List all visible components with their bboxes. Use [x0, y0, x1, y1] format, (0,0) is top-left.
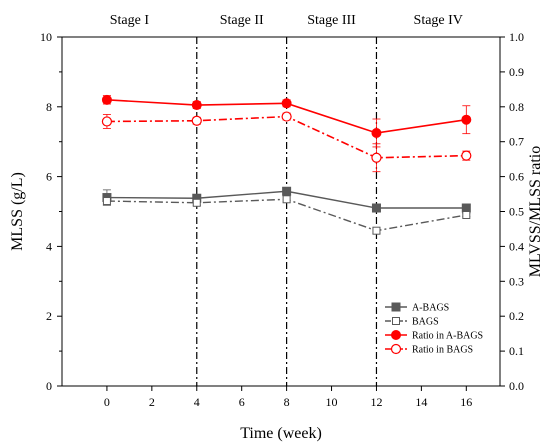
y2-tick-label: 0.4 [509, 239, 524, 253]
data-point [371, 127, 382, 138]
stage-label-4: Stage IV [414, 13, 463, 28]
x-tick-label: 16 [460, 395, 472, 409]
legend-label: Ratio in A-BAGS [412, 331, 483, 342]
stage-label-2: Stage II [220, 13, 264, 28]
x-tick-label: 4 [194, 395, 200, 409]
y2-tick-label: 0.7 [509, 135, 524, 149]
y2-tick-label: 0.6 [509, 170, 524, 184]
x-tick-label: 6 [239, 395, 245, 409]
series-layer [101, 94, 472, 235]
data-point [281, 111, 292, 122]
stage-label-3: Stage III [307, 13, 356, 28]
data-point [191, 100, 202, 111]
data-point [462, 210, 471, 219]
series-3 [101, 111, 472, 173]
axes-layer: 0 2 4 6 8 10 12 14 16 0 2 4 6 8 10 0.0 0.1 0.2 0.3 0.4 0.5 0.… [40, 30, 524, 409]
data-point [461, 114, 472, 125]
x-tick-label: 10 [326, 395, 338, 409]
legend-marker [391, 302, 401, 312]
stage-labels: Stage I Stage II Stage III Stage IV [110, 13, 463, 28]
x-tick-label: 0 [104, 395, 110, 409]
y2-tick-label: 0.8 [509, 100, 524, 114]
y2-tick-label: 0.0 [509, 379, 524, 393]
data-point [191, 115, 202, 126]
data-point [461, 150, 472, 161]
legend-label: Ratio in BAGS [412, 345, 473, 356]
y2-tick-label: 1.0 [509, 30, 524, 44]
legend-marker [391, 330, 401, 340]
series-2 [101, 94, 472, 148]
x-tick-label: 12 [370, 395, 382, 409]
y2-tick-label: 0.1 [509, 344, 524, 358]
y-tick-label: 10 [40, 30, 52, 44]
data-point [192, 198, 201, 207]
data-point [101, 94, 112, 105]
y2-tick-label: 0.2 [509, 309, 524, 323]
x-tick-label: 2 [149, 395, 155, 409]
y-tick-label: 0 [46, 379, 52, 393]
x-tick-label: 14 [415, 395, 427, 409]
y2-tick-label: 0.5 [509, 205, 524, 219]
y-axis-label: MLSS (g/L) [9, 172, 26, 251]
data-point [282, 195, 291, 204]
series-1 [102, 195, 471, 235]
y-tick-label: 2 [46, 309, 52, 323]
y-tick-label: 8 [46, 100, 52, 114]
x-axis-label: Time (week) [240, 425, 322, 442]
legend-marker [392, 317, 400, 325]
stage-boundary-lines [196, 37, 378, 386]
x-tick-label: 8 [284, 395, 290, 409]
y2-tick-label: 0.9 [509, 65, 524, 79]
data-point [101, 116, 113, 127]
data-point [282, 186, 292, 196]
y2-tick-label: 0.3 [509, 274, 524, 288]
legend: A-BAGS BAGS Ratio in A-BAGS Ratio in BAGS [385, 302, 483, 356]
legend-label: BAGS [412, 317, 439, 328]
data-point [371, 203, 381, 213]
data-point [461, 203, 471, 213]
stage-label-1: Stage I [110, 13, 150, 28]
data-point [102, 197, 111, 206]
legend-label: A-BAGS [412, 303, 449, 314]
y-tick-label: 4 [46, 239, 52, 253]
y-tick-label: 6 [46, 170, 52, 184]
data-point [281, 98, 292, 109]
y2-axis-label: MLVSS/MLSS ratio [527, 146, 544, 277]
data-point [372, 226, 381, 235]
legend-marker [390, 343, 402, 355]
data-point [371, 152, 382, 163]
